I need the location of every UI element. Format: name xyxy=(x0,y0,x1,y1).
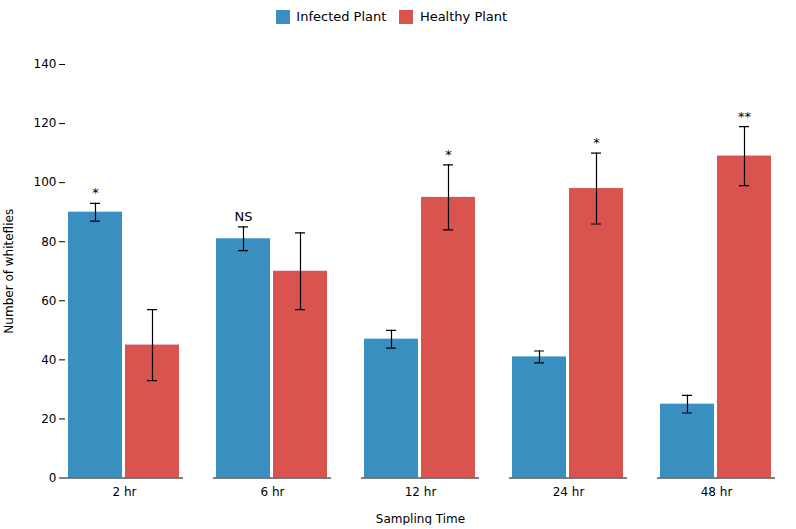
svg-text:6 hr: 6 hr xyxy=(261,484,285,498)
svg-text:140: 140 xyxy=(34,57,57,71)
svg-text:60: 60 xyxy=(41,293,56,307)
svg-text:**: ** xyxy=(738,108,752,123)
svg-text:48 hr: 48 hr xyxy=(701,484,733,498)
svg-text:40: 40 xyxy=(41,352,56,366)
svg-text:20: 20 xyxy=(41,411,56,425)
svg-text:*: * xyxy=(593,135,600,150)
html-text:Infected Plant: Infected Plant xyxy=(296,9,387,24)
svg-text:*: * xyxy=(92,185,99,200)
svg-text:NS: NS xyxy=(235,208,253,223)
svg-text:12 hr: 12 hr xyxy=(405,484,437,498)
svg-text:2 hr: 2 hr xyxy=(113,484,137,498)
svg-text:120: 120 xyxy=(34,116,57,130)
svg-text:100: 100 xyxy=(34,175,57,189)
svg-text:Number of whiteflies: Number of whiteflies xyxy=(2,208,16,333)
svg-text:*: * xyxy=(445,146,452,161)
svg-text:24 hr: 24 hr xyxy=(553,484,585,498)
svg-text:Sampling Time: Sampling Time xyxy=(376,512,465,526)
svg-text:80: 80 xyxy=(41,234,56,248)
html-text:Healthy Plant: Healthy Plant xyxy=(419,9,508,24)
svg-text:0: 0 xyxy=(49,470,57,484)
